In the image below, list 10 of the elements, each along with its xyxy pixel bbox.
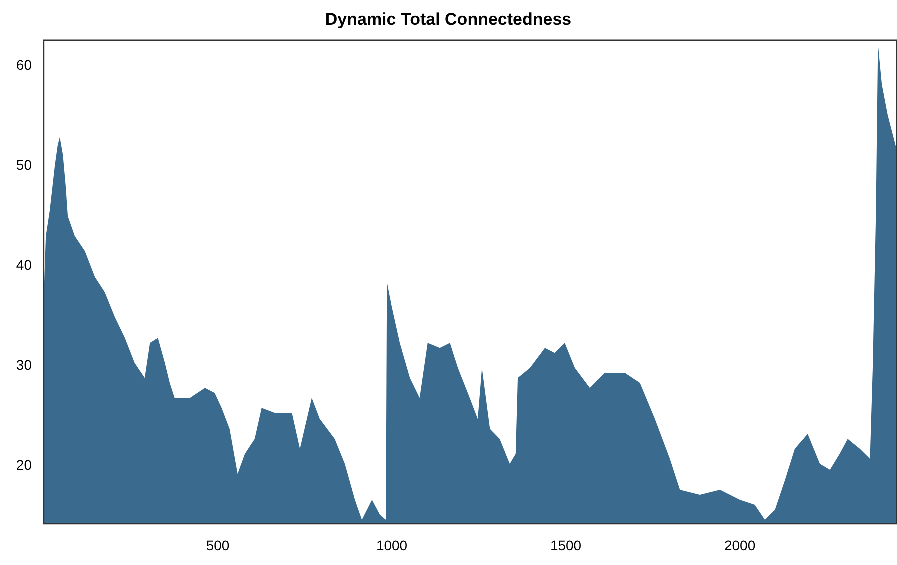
x-tick-label: 500 [206,537,230,554]
y-tick-label: 40 [16,257,32,274]
x-tick-label: 2000 [724,537,756,554]
x-tick-label: 1500 [550,537,582,554]
y-tick-label: 60 [16,57,32,74]
chart-title: Dynamic Total Connectedness [325,10,572,29]
y-tick-label: 30 [16,356,32,373]
y-tick-label: 20 [16,456,32,473]
x-tick-label: 1000 [376,537,408,554]
y-tick-label: 50 [16,157,32,174]
